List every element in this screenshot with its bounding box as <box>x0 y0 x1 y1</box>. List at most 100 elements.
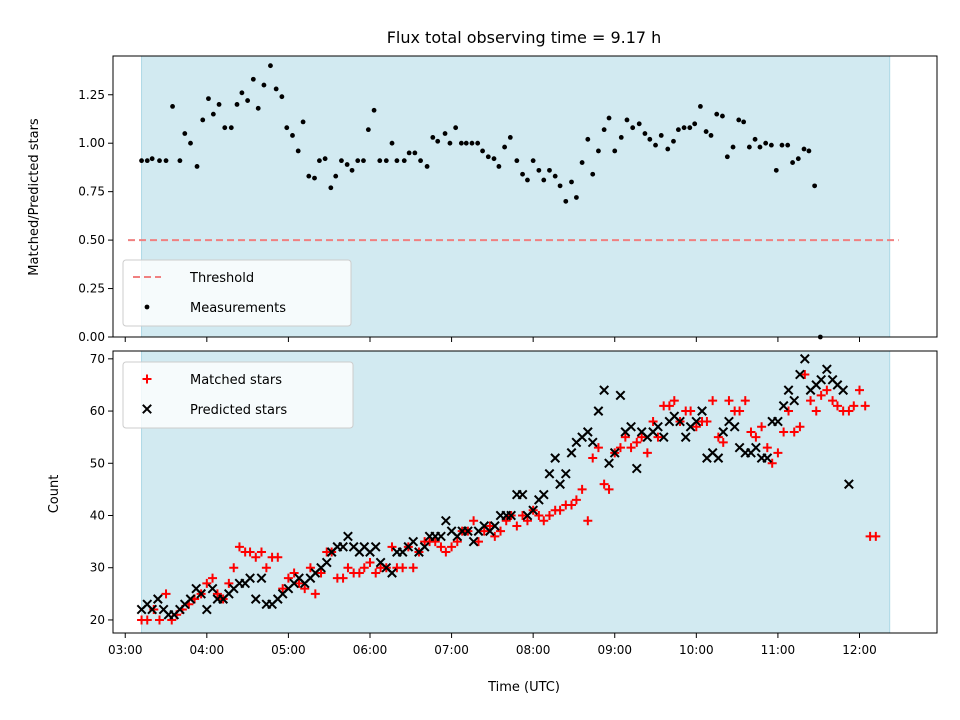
matched-star-point <box>800 370 810 379</box>
matched-star-point <box>577 484 587 494</box>
matched-star-point <box>583 516 593 526</box>
matched-star-point <box>691 422 701 432</box>
measurement-point <box>206 96 211 102</box>
y-tick-label: 50 <box>90 456 105 470</box>
measurement-point <box>698 103 703 109</box>
predicted-star-point <box>838 385 849 396</box>
measurement-point <box>406 150 412 156</box>
matched-star-point <box>155 615 165 625</box>
count-panel: 20 30 40 50 60 70 03:00 04:00 05:00 06:00 07:00 08:… <box>90 350 938 657</box>
matched-star-point <box>354 568 364 578</box>
measurement-point <box>671 138 676 144</box>
count-y-axis-label: Count <box>47 475 62 514</box>
measurement-point <box>596 148 601 154</box>
matched-star-point <box>648 417 658 426</box>
measurement-point <box>636 121 642 127</box>
legend-box <box>122 259 352 327</box>
x-tick-label: 07:00 <box>434 643 469 657</box>
measurement-point <box>514 158 520 164</box>
matched-star-point <box>398 563 408 573</box>
matched-star-point <box>518 511 528 520</box>
measurement-point <box>785 142 791 148</box>
measurement-point <box>687 125 693 131</box>
measurement-point <box>752 136 758 142</box>
matched-star-point <box>479 526 489 536</box>
predicted-star-point <box>343 531 353 542</box>
measurement-point <box>306 173 312 179</box>
predicted-star-point <box>489 521 500 531</box>
measurement-point <box>295 148 301 154</box>
predicted-star-point <box>604 458 614 469</box>
predicted-star-point <box>778 400 789 411</box>
ratio-panel: 0.00 0.25 0.50 0.75 1.00 1.25 Threshold Measure… <box>78 55 938 344</box>
predicted-star-point <box>626 421 636 432</box>
matched-star-point <box>359 563 369 573</box>
measurement-point <box>681 125 687 131</box>
predicted-star-point <box>691 416 702 427</box>
matched-star-point <box>161 589 171 599</box>
x-tick-label: 10:00 <box>679 643 714 657</box>
matched-star-point <box>571 495 581 505</box>
matched-star-point <box>408 563 418 573</box>
predicted-star-point <box>538 489 549 500</box>
matched-star-point <box>844 406 854 416</box>
measurement-point <box>200 117 206 123</box>
measurement-point <box>714 111 720 117</box>
measurement-point <box>569 179 574 185</box>
measurement-point <box>300 119 306 125</box>
matched-star-point <box>642 448 652 458</box>
matched-star-point <box>669 396 679 406</box>
matched-star-point <box>436 542 446 552</box>
predicted-star-point <box>593 406 604 416</box>
measurement-point <box>458 140 464 146</box>
predicted-star-point <box>185 594 196 604</box>
series-measurements <box>139 63 823 340</box>
measurement-point <box>273 86 279 92</box>
matched-star-point <box>686 406 696 416</box>
matched-star-point <box>278 584 288 594</box>
matched-star-point <box>555 505 565 515</box>
matched-star-point <box>637 432 647 442</box>
measurement-point <box>210 111 216 117</box>
matched-star-point <box>501 516 511 526</box>
matched-star-point <box>593 443 603 453</box>
measurement-point <box>401 158 407 164</box>
measurement-point <box>647 136 653 142</box>
predicted-star-point <box>697 406 707 416</box>
matched-star-point <box>256 547 266 557</box>
series-predicted-stars <box>136 353 854 620</box>
matched-star-point <box>261 563 271 573</box>
measurement-point <box>552 173 558 179</box>
predicted-star-point <box>321 557 332 568</box>
y-tick-label: 0.00 <box>78 330 105 344</box>
predicted-star-point <box>528 505 539 516</box>
predicted-star-point <box>799 353 810 364</box>
measurement-point <box>520 171 525 177</box>
measurement-point <box>344 162 350 167</box>
predicted-star-point <box>729 421 740 432</box>
matched-star-point <box>452 537 462 547</box>
matched-star-point <box>305 563 315 573</box>
matched-star-point <box>713 432 723 442</box>
matched-star-point <box>202 578 212 588</box>
measurement-point <box>795 156 801 162</box>
measurement-point <box>163 158 169 164</box>
predicted-star-point <box>250 594 261 604</box>
predicted-star-point <box>338 541 348 552</box>
predicted-star-point <box>256 573 267 584</box>
legend-label: Predicted stars <box>190 403 287 418</box>
measurement-point <box>768 142 774 148</box>
predicted-star-point <box>468 536 479 547</box>
measurement-point <box>412 150 418 156</box>
measurement-point <box>279 94 285 100</box>
predicted-star-point <box>550 453 561 463</box>
matched-star-point <box>289 568 299 578</box>
measurement-point <box>245 98 251 103</box>
measurement-point <box>290 133 295 138</box>
measurement-point <box>692 121 698 127</box>
predicted-star-point <box>566 447 577 458</box>
measurement-point <box>371 107 377 113</box>
measurement-point <box>365 127 371 133</box>
y-tick-label: 70 <box>90 352 105 366</box>
